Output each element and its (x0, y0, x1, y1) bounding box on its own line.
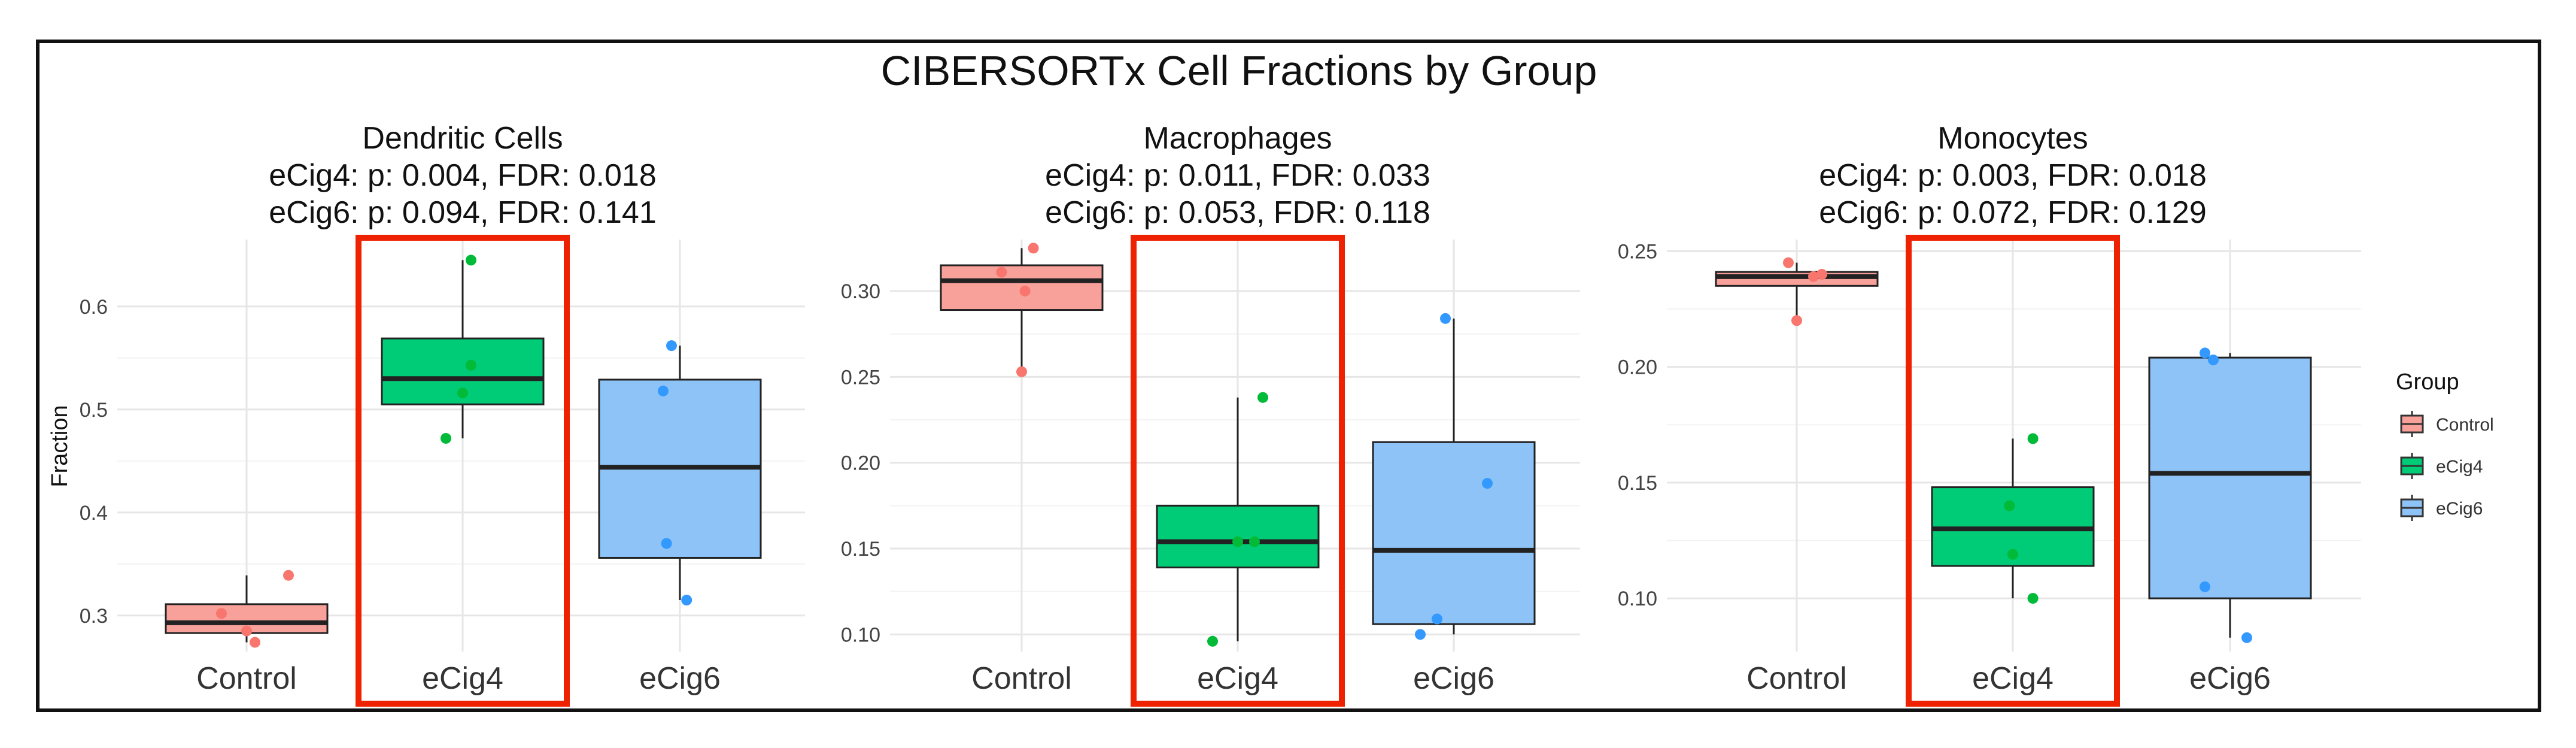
data-point (1207, 635, 1218, 647)
data-point (1783, 257, 1794, 268)
y-tick-label: 0.10 (1618, 588, 1657, 610)
data-point (681, 595, 692, 605)
data-point (661, 538, 672, 549)
legend-label: Control (2436, 415, 2494, 435)
data-point (216, 608, 227, 619)
panel-title: Monocytes (1937, 121, 2088, 156)
data-point (1249, 536, 1260, 547)
y-tick-label: 0.20 (841, 452, 880, 475)
box-ecig4 (381, 260, 545, 438)
y-tick-label: 0.25 (1618, 240, 1657, 263)
data-point (283, 570, 294, 581)
legend-title: Group (2396, 370, 2459, 395)
panel-subtitle: eCig6: p: 0.094, FDR: 0.141 (269, 195, 657, 230)
highlight-box (356, 235, 570, 707)
panel-subtitle: eCig4: p: 0.003, FDR: 0.018 (1819, 158, 2207, 193)
y-tick-label: 0.3 (80, 605, 108, 628)
figure-frame (36, 40, 2541, 712)
legend-item-ecig4: eCig4 (2400, 453, 2483, 479)
data-point (1257, 392, 1268, 403)
y-tick-label: 0.5 (80, 399, 108, 422)
highlight-box (1906, 235, 2120, 707)
y-tick-label: 0.6 (80, 296, 108, 319)
legend-label: eCig4 (2436, 457, 2483, 477)
data-point (1808, 271, 1819, 282)
data-point (1432, 613, 1442, 625)
y-tick-label: 0.25 (841, 366, 880, 389)
data-point (1482, 478, 1493, 489)
data-point (666, 340, 677, 352)
x-tick-label: eCig6 (1413, 661, 1494, 696)
box-ecig4 (1156, 397, 1320, 641)
box-ecig6 (2148, 353, 2312, 638)
legend-item-ecig6: eCig6 (2400, 495, 2483, 521)
data-point (241, 625, 252, 637)
data-point (996, 267, 1007, 278)
box-ecig6 (1372, 318, 1536, 635)
panel-subtitle: eCig6: p: 0.053, FDR: 0.118 (1045, 195, 1430, 230)
box-rect (1372, 441, 1536, 625)
data-point (1440, 313, 1451, 324)
legend-label: eCig6 (2436, 499, 2483, 519)
box-rect (2148, 356, 2312, 599)
panel-title: Dendritic Cells (362, 121, 563, 156)
panel-subtitle: eCig4: p: 0.011, FDR: 0.033 (1045, 158, 1430, 193)
data-point (1028, 243, 1039, 254)
data-point (1232, 536, 1243, 547)
y-tick-label: 0.20 (1618, 356, 1657, 379)
x-tick-label: Control (1746, 661, 1847, 696)
legend: Group Control eCig4 eCig6 (2396, 370, 2494, 521)
data-point (2200, 347, 2210, 359)
y-tick-label: 0.15 (1618, 472, 1657, 495)
y-tick-label: 0.4 (80, 502, 108, 525)
data-point (2208, 354, 2219, 365)
panel-subtitle: eCig4: p: 0.004, FDR: 0.018 (269, 158, 657, 193)
box-control (1715, 262, 1879, 321)
x-tick-label: Control (196, 661, 297, 696)
data-point (1791, 315, 1802, 326)
x-tick-label: eCig4 (422, 661, 503, 696)
box-ecig4 (1931, 438, 2095, 599)
data-point (1016, 366, 1027, 377)
data-point (1816, 268, 1827, 280)
legend-item-control: Control (2400, 411, 2494, 437)
data-point (466, 255, 476, 266)
data-point (2241, 632, 2252, 643)
x-tick-label: eCig6 (2189, 661, 2271, 696)
data-point (2027, 433, 2039, 444)
box-control (940, 248, 1104, 372)
x-tick-label: eCig4 (1972, 661, 2053, 696)
box-ecig6 (598, 346, 762, 600)
data-point (2027, 593, 2039, 604)
data-point (2007, 549, 2018, 560)
y-tick-label: 0.15 (841, 538, 880, 561)
x-tick-label: eCig4 (1197, 661, 1278, 696)
data-point (658, 385, 669, 396)
data-point (2200, 581, 2210, 592)
data-point (250, 637, 260, 648)
data-point (441, 432, 451, 444)
x-tick-label: eCig6 (639, 661, 721, 696)
highlight-box (1131, 235, 1345, 707)
x-tick-label: Control (971, 661, 1072, 696)
panel-subtitle: eCig6: p: 0.072, FDR: 0.129 (1819, 195, 2207, 230)
data-point (466, 359, 476, 371)
panel-title: Macrophages (1143, 121, 1332, 156)
data-point (1019, 286, 1031, 296)
y-axis-label: Fraction (47, 405, 72, 487)
data-point (1415, 629, 1426, 640)
figure-title: CIBERSORTx Cell Fractions by Group (881, 47, 1597, 94)
data-point (457, 387, 468, 399)
y-tick-label: 0.10 (841, 623, 880, 646)
data-point (2004, 500, 2015, 511)
y-tick-label: 0.30 (841, 280, 880, 303)
